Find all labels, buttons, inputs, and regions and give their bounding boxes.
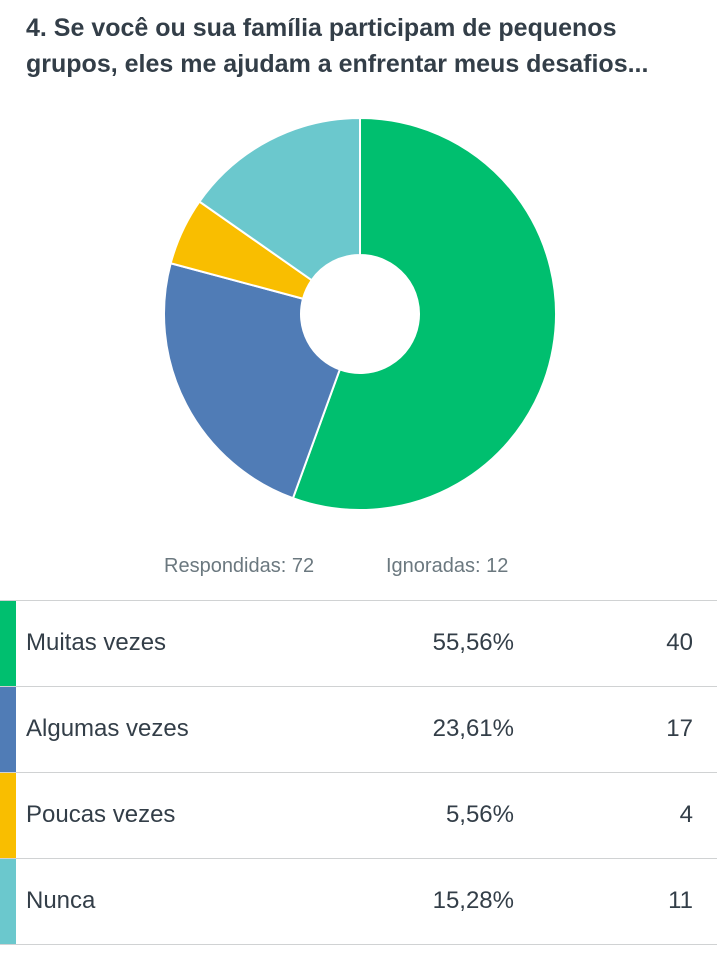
answer-table: Muitas vezes 55,56% 40 Algumas vezes 23,… (0, 600, 717, 945)
answer-row-algumas-vezes: Algumas vezes 23,61% 17 (0, 687, 717, 773)
question-title: 4. Se você ou sua família participam de … (26, 14, 649, 78)
answer-percent: 23,61% (432, 715, 514, 742)
color-swatch (0, 773, 16, 858)
answer-row-muitas-vezes: Muitas vezes 55,56% 40 (0, 601, 717, 687)
skipped-count: Ignoradas: 12 (386, 555, 509, 577)
answer-label: Muitas vezes (26, 629, 167, 656)
answer-percent: 55,56% (432, 629, 514, 656)
donut-chart-svg (163, 116, 557, 511)
donut-slice-muitas-vezes (291, 116, 557, 511)
answer-count: 17 (666, 715, 693, 742)
donut-chart (163, 116, 557, 511)
answer-count: 4 (679, 801, 693, 828)
answer-label: Poucas vezes (26, 801, 176, 828)
color-swatch (0, 601, 16, 686)
answer-percent: 5,56% (445, 801, 514, 828)
response-summary: Respondidas: 72 Ignoradas: 12 (0, 555, 717, 585)
color-swatch (0, 687, 16, 772)
answer-label: Algumas vezes (26, 715, 189, 742)
answered-count: Respondidas: 72 (164, 555, 315, 577)
answer-row-poucas-vezes: Poucas vezes 5,56% 4 (0, 773, 717, 859)
color-swatch (0, 859, 16, 944)
answer-label: Nunca (26, 887, 96, 914)
answer-count: 11 (668, 887, 693, 914)
answer-count: 40 (666, 629, 693, 656)
donut-slice-algumas-vezes (163, 262, 342, 500)
answer-percent: 15,28% (432, 887, 514, 914)
donut-slice-nunca (198, 116, 361, 282)
answer-row-nunca: Nunca 15,28% 11 (0, 859, 717, 945)
